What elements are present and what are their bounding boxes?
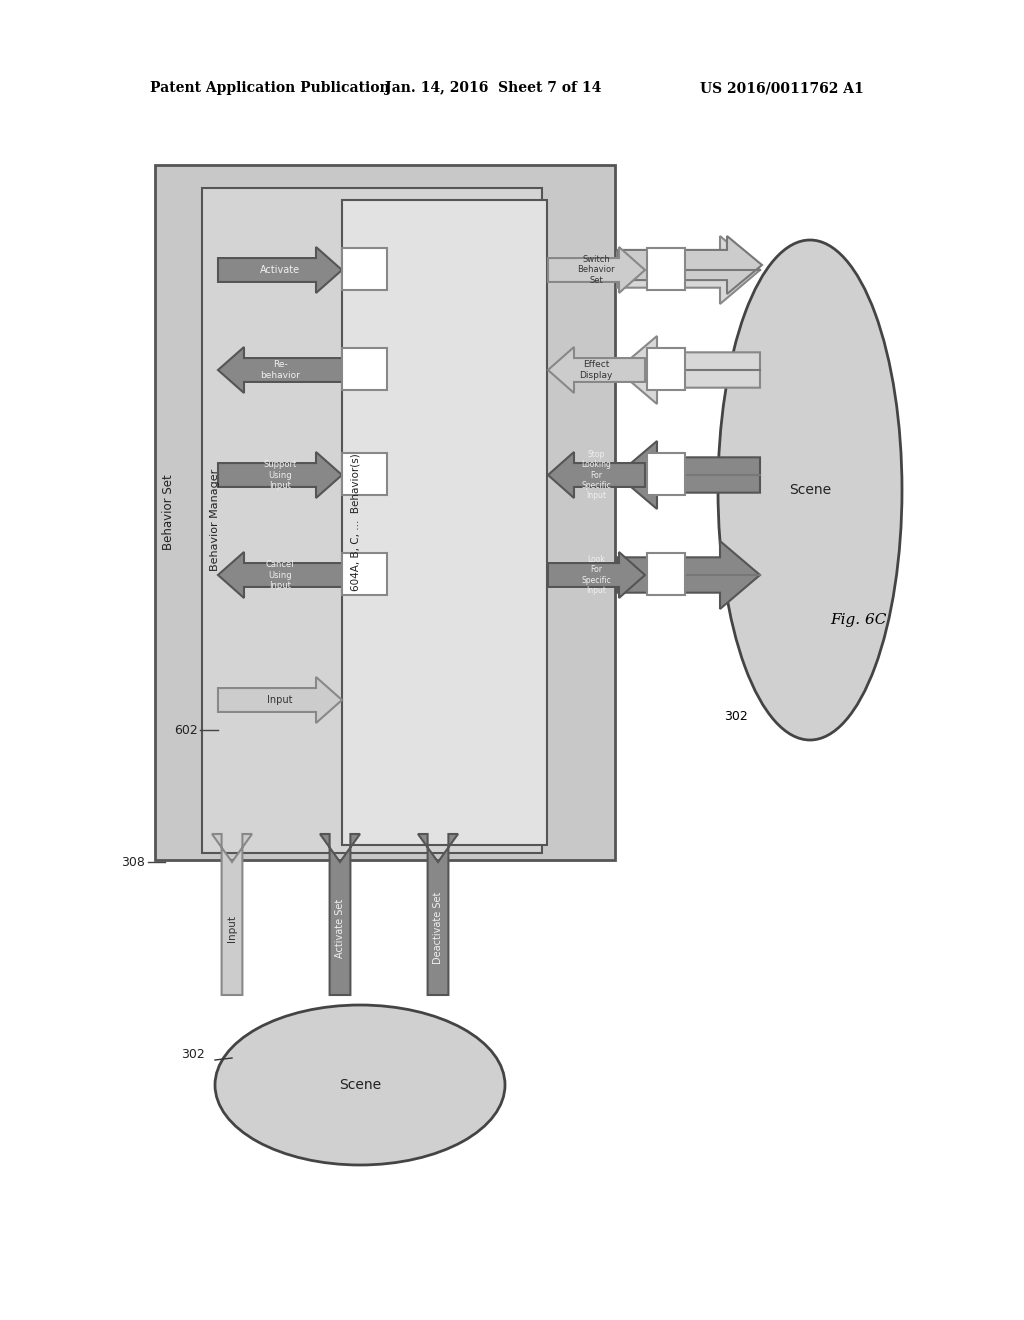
FancyBboxPatch shape: [342, 348, 387, 389]
Polygon shape: [548, 247, 645, 293]
Text: Activate Set: Activate Set: [335, 899, 345, 957]
Polygon shape: [218, 552, 342, 598]
Text: Activate: Activate: [260, 265, 300, 275]
Polygon shape: [212, 834, 252, 995]
Polygon shape: [618, 236, 762, 294]
FancyBboxPatch shape: [155, 165, 615, 861]
Polygon shape: [218, 347, 342, 393]
Polygon shape: [218, 247, 342, 293]
Polygon shape: [218, 451, 342, 498]
FancyBboxPatch shape: [342, 201, 547, 845]
Text: 302: 302: [724, 710, 748, 723]
Text: 602: 602: [174, 723, 198, 737]
Text: Patent Application Publication: Patent Application Publication: [150, 81, 389, 95]
Text: Scene: Scene: [339, 1078, 381, 1092]
FancyBboxPatch shape: [647, 553, 685, 595]
Text: Switch
Behavior
Set: Switch Behavior Set: [578, 255, 614, 285]
Text: Stop
Looking
For
Specific
Input: Stop Looking For Specific Input: [581, 450, 611, 500]
Text: US 2016/0011762 A1: US 2016/0011762 A1: [700, 81, 864, 95]
Text: Fig. 6C: Fig. 6C: [830, 612, 887, 627]
Text: Look
For
Specific
Input: Look For Specific Input: [582, 554, 611, 595]
Polygon shape: [548, 451, 645, 498]
Text: 604A, B, C, ...  Behavior(s): 604A, B, C, ... Behavior(s): [350, 453, 360, 591]
Text: Effect
Display: Effect Display: [580, 360, 612, 380]
Ellipse shape: [215, 1005, 505, 1166]
Text: Behavior Set: Behavior Set: [163, 474, 175, 550]
FancyBboxPatch shape: [647, 248, 685, 290]
Polygon shape: [617, 441, 760, 510]
Polygon shape: [548, 347, 645, 393]
Polygon shape: [218, 677, 342, 723]
Text: Input: Input: [267, 696, 293, 705]
Text: Input: Input: [227, 915, 237, 941]
FancyBboxPatch shape: [342, 248, 387, 290]
Text: 308: 308: [121, 855, 145, 869]
Polygon shape: [319, 834, 360, 995]
Text: Scene: Scene: [788, 483, 831, 498]
Text: 302: 302: [181, 1048, 205, 1061]
Polygon shape: [617, 236, 760, 304]
Text: Behavior Manager: Behavior Manager: [210, 469, 220, 572]
FancyBboxPatch shape: [342, 453, 387, 495]
Polygon shape: [418, 834, 458, 995]
Text: Cancel
Using
Input: Cancel Using Input: [265, 560, 294, 590]
Text: Support
Using
Input: Support Using Input: [263, 461, 297, 490]
Ellipse shape: [718, 240, 902, 741]
Text: Deactivate Set: Deactivate Set: [433, 892, 443, 964]
FancyBboxPatch shape: [202, 187, 542, 853]
FancyBboxPatch shape: [647, 453, 685, 495]
Polygon shape: [548, 552, 645, 598]
Text: Jan. 14, 2016  Sheet 7 of 14: Jan. 14, 2016 Sheet 7 of 14: [385, 81, 601, 95]
Polygon shape: [617, 337, 760, 404]
FancyBboxPatch shape: [342, 553, 387, 595]
Polygon shape: [617, 541, 760, 609]
FancyBboxPatch shape: [647, 348, 685, 389]
Text: Re-
behavior: Re- behavior: [260, 360, 300, 380]
